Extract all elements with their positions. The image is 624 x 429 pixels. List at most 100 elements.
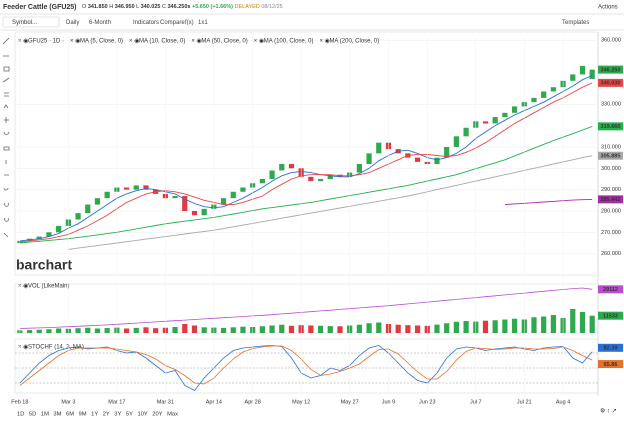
range-button[interactable]: 5D [29,412,36,418]
volume-bar [434,324,440,333]
volume-bar [327,326,333,333]
volume-bar [75,328,81,333]
price-tag-bg [598,195,623,204]
ma-line [19,82,593,243]
candle [143,185,149,190]
interval-select[interactable]: Daily [66,20,79,26]
candle [182,196,188,211]
legend-entry: STOCHF (14, 3, MA) [28,345,84,351]
y-tick-label: 330.000 [601,102,621,108]
ma-line [19,125,593,244]
candle [288,164,295,169]
price-tag: 340.030 [601,81,621,87]
quote-label: H [109,4,113,10]
volume-bar [85,327,91,333]
candle [133,185,139,190]
candle [46,232,52,237]
range-button[interactable]: 20Y [152,412,162,418]
volume-bar [395,324,401,333]
candle [104,191,110,199]
range-button[interactable]: 1M [41,412,49,418]
quote-date: 08/12/25 [261,4,282,10]
x-tick-label: Mar 3 [61,399,75,405]
volume-bar [26,330,33,333]
candle [269,170,275,179]
candle [75,213,81,220]
range-button[interactable]: 6M [66,412,74,418]
volume-bar [463,321,469,333]
volume-bar [376,322,382,333]
y-tick-label: 260.000 [601,251,621,257]
candle [531,97,537,103]
volume-bar [172,327,178,333]
range-button[interactable]: 9M [79,412,87,418]
volume-bar [153,328,159,333]
volume-bar [453,321,459,333]
candle [550,87,556,92]
tool-icons[interactable] [2,37,10,238]
footer-icons[interactable]: ⚙ ↕ ↗ [600,408,617,415]
indicators-button[interactable]: Indicators [133,20,159,26]
price-tag-bg [598,122,623,131]
x-tick-label: Apr 28 [245,399,261,405]
candle [240,187,246,192]
x-tick-label: Aug 4 [556,399,570,405]
range-button[interactable]: 3M [53,412,61,418]
volume-bar [337,326,343,333]
range-button[interactable]: 1D [17,412,24,418]
legend-control: × ◉ [70,39,80,45]
range-button[interactable]: 1Y [91,412,98,418]
search-placeholder[interactable]: Symbol... [12,20,37,26]
legend-control: × ◉ [18,39,28,45]
actions-menu[interactable]: Actions [598,5,618,11]
volume-bar [259,326,265,333]
y-tick-label: 310.000 [601,144,621,150]
candle [191,210,198,216]
quote: O 341.850 H 346.950 L 340.025 C 346.250s… [82,4,283,10]
y-tick-label: 280.000 [601,208,621,214]
candle [589,69,595,79]
candle [482,121,489,124]
x-tick-label: Jun 23 [419,399,436,405]
range-button[interactable]: 5Y [126,412,133,418]
volume-bar [414,325,421,333]
compare-button[interactable]: Compare [160,20,185,26]
y-tick-label: 360.000 [601,38,621,44]
volume-bar [182,324,188,333]
quote-value: 341.850 [88,4,108,10]
volume-bar [308,325,314,333]
candle [201,208,207,216]
fx-button[interactable]: f(x) [185,20,194,26]
candle [444,146,450,158]
templates-button[interactable]: Templates [562,20,589,26]
quote-status: DELAYED [235,4,260,10]
volume-bar [133,327,139,333]
range-button[interactable]: Max [167,412,178,418]
range-button[interactable]: 3Y [114,412,121,418]
candle [463,127,469,137]
x-tick-label: Jul 21 [517,399,532,405]
period-select[interactable]: 6-Month [89,20,111,26]
volume-bar [482,320,489,333]
candle [541,91,547,98]
candle [453,136,459,147]
x-tick-label: Jul 7 [470,399,482,405]
legend-control: × ◉ [18,345,28,351]
range-button[interactable]: 2Y [103,412,110,418]
legend-entry: GFU25 · 1D · [28,39,64,45]
volume-bar [502,319,508,333]
search-box[interactable] [2,16,60,28]
candle [327,174,333,179]
range-button[interactable]: 10Y [137,412,147,418]
ma-line [19,75,593,242]
candle [230,191,236,199]
volume-bar [240,326,246,333]
quote-label: L [136,4,139,10]
x-tick-label: Jun 9 [382,399,395,405]
layout-button[interactable]: 1x1 [198,20,208,26]
price-tag-bg [598,65,623,74]
quote-label: O [82,4,87,10]
legend-entry: MA (10, Close, 0) [139,39,185,45]
candle [94,198,101,205]
